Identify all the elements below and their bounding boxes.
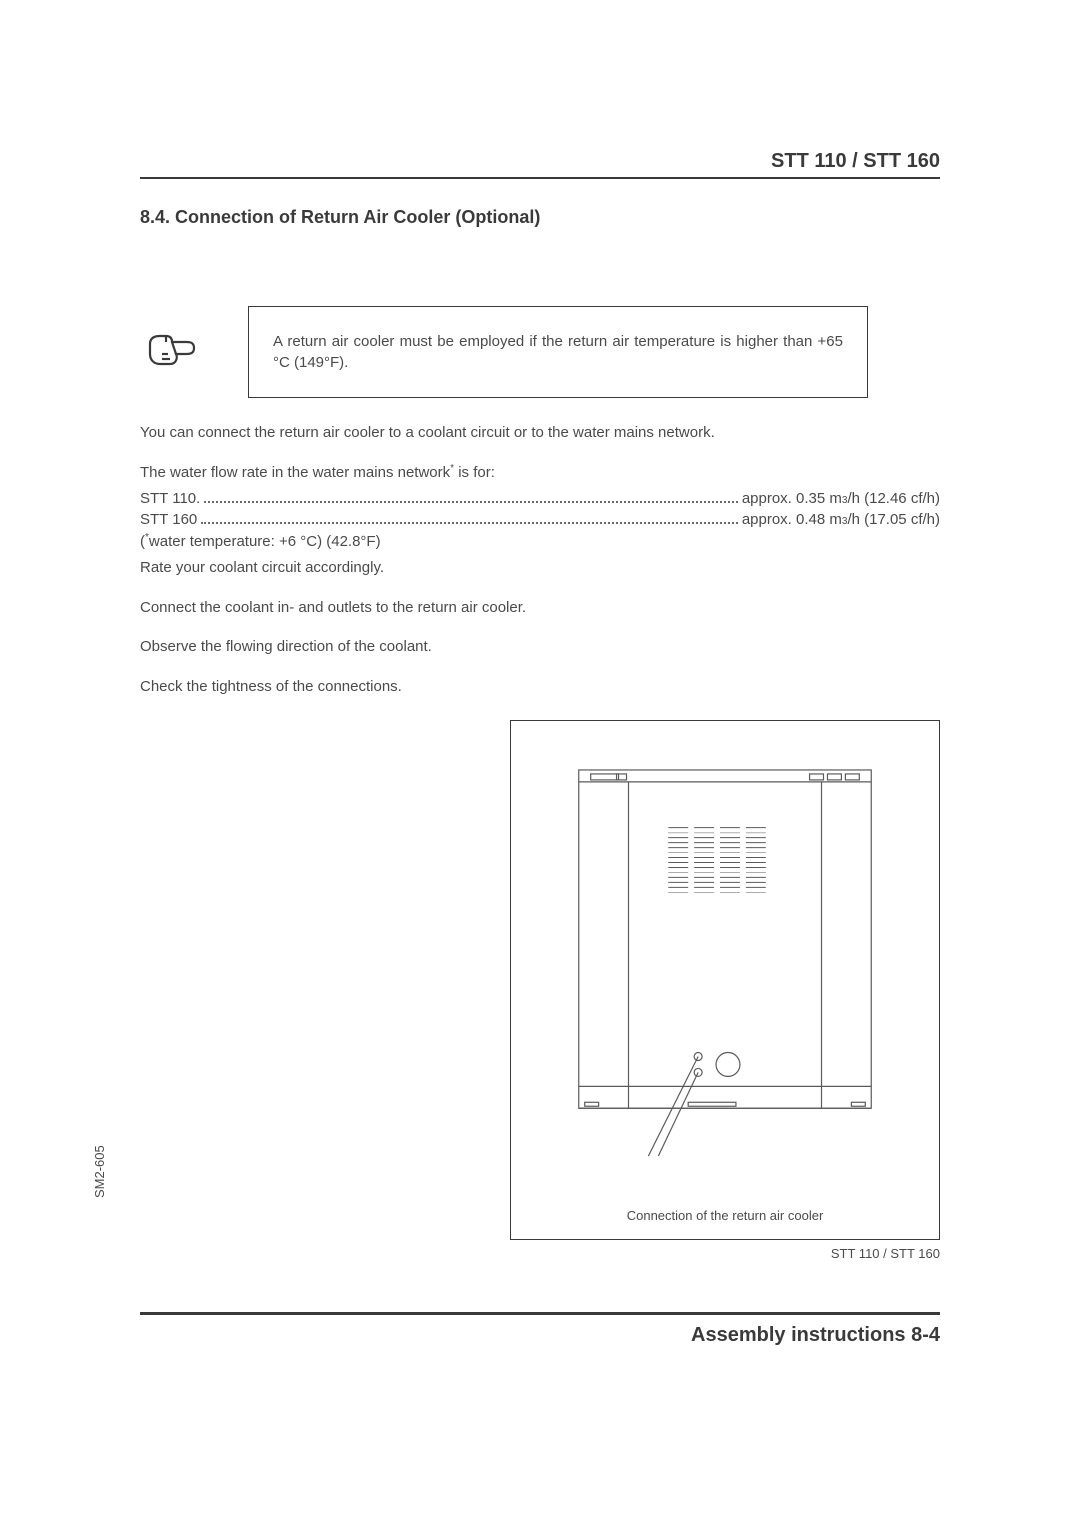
paragraph-2: Check the tightness of the connections. [140,676,940,698]
note-box: A return air cooler must be employed if … [248,306,868,398]
flowrate-footnote: (*water temperature: +6 °C) (42.8°F) [140,531,940,553]
body-text: You can connect the return air cooler to… [140,422,940,698]
flowrate-rate-line: Rate your coolant circuit accordingly. [140,557,940,579]
figure-wrap: Connection of the return air cooler STT … [140,720,940,1261]
figure-caption: Connection of the return air cooler [511,1208,939,1223]
flowrate-row-value-prefix: approx. 0.35 m [742,488,842,510]
dotted-leader [201,522,738,524]
cooler-diagram-icon [529,749,921,1169]
paragraph-1: Observe the flowing direction of the coo… [140,636,940,658]
footer-text: Assembly instructions 8-4 [140,1324,940,1347]
flowrate-row-label: STT 160 [140,509,197,531]
flowrate-row-value-suffix: /h (12.46 cf/h) [847,488,940,510]
paragraph-0: Connect the coolant in- and outlets to t… [140,597,940,619]
pointing-hand-icon [140,328,220,376]
flowrate-block: The water flow rate in the water mains n… [140,462,940,579]
flowrate-row-value-suffix: /h (17.05 cf/h) [847,509,940,531]
flowrate-row-1: STT 160 approx. 0.48 m3/h (17.05 cf/h) [140,509,940,531]
header-rule [140,177,940,179]
section-title: 8.4. Connection of Return Air Cooler (Op… [140,207,940,228]
flowrate-intro-prefix: The water flow rate in the water mains n… [140,464,450,481]
footer-rule [140,1312,940,1315]
flowrate-row-value-prefix: approx. 0.48 m [742,509,842,531]
header-model-title: STT 110 / STT 160 [140,150,940,173]
dotted-leader [204,501,738,503]
side-label: SM2-605 [92,1145,107,1198]
figure-box: Connection of the return air cooler [510,720,940,1240]
flowrate-row-label: STT 110 [140,488,196,510]
flowrate-intro-suffix: is for: [454,464,495,481]
section-title-text: Connection of Return Air Cooler (Optiona… [175,207,540,227]
note-row: A return air cooler must be employed if … [140,306,940,398]
note-text: A return air cooler must be employed if … [273,333,843,371]
flowrate-footnote-text: water temperature: +6 °C) (42.8°F) [149,533,381,550]
intro-text: You can connect the return air cooler to… [140,422,940,444]
flowrate-row-0: STT 110. approx. 0.35 m3/h (12.46 cf/h) [140,488,940,510]
figure-subcaption: STT 110 / STT 160 [510,1246,940,1261]
section-number: 8.4. [140,207,170,227]
flowrate-intro: The water flow rate in the water mains n… [140,462,940,484]
